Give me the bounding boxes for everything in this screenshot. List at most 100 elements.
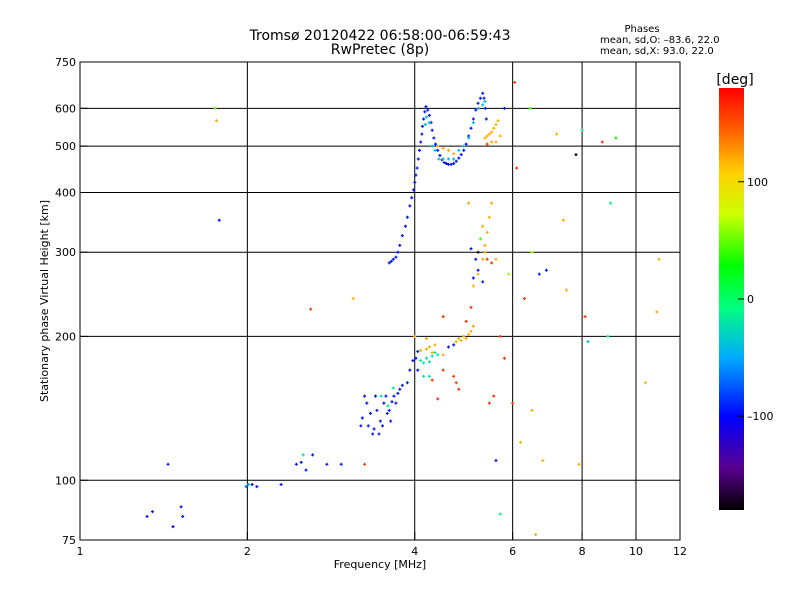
data-point <box>255 485 259 489</box>
data-point <box>583 315 587 319</box>
data-point <box>366 424 370 428</box>
data-point <box>459 339 463 343</box>
data-point <box>441 315 445 319</box>
data-point <box>478 96 482 100</box>
data-point <box>586 340 590 344</box>
data-point <box>416 157 420 161</box>
data-point <box>471 276 475 280</box>
data-point <box>379 394 383 398</box>
data-point <box>462 334 466 338</box>
data-point <box>555 132 559 136</box>
data-point <box>244 485 248 489</box>
data-point <box>414 173 418 177</box>
data-point <box>580 128 584 132</box>
data-point <box>441 146 445 150</box>
data-point <box>433 351 437 355</box>
data-point <box>464 336 468 340</box>
data-point <box>415 166 419 170</box>
data-point <box>363 394 367 398</box>
data-point <box>498 512 502 516</box>
data-point <box>481 280 485 284</box>
data-points <box>145 80 661 537</box>
data-point <box>457 156 461 160</box>
y-tick-label: 300 <box>55 246 76 259</box>
data-point <box>476 106 480 110</box>
data-point <box>427 113 431 117</box>
y-axis-ticks: 75 100 200 300 400 500 600 750 <box>55 56 88 547</box>
data-point <box>389 419 393 423</box>
data-point <box>247 482 251 486</box>
data-point <box>430 144 434 148</box>
data-point <box>498 134 502 138</box>
data-point <box>416 349 420 353</box>
data-point <box>360 416 364 420</box>
data-point <box>469 305 473 309</box>
data-point <box>511 401 515 405</box>
data-point <box>309 307 313 311</box>
data-point <box>490 201 494 205</box>
data-point <box>150 510 154 514</box>
data-point <box>400 234 404 238</box>
data-point <box>530 250 534 254</box>
x-tick-label: 6 <box>509 545 516 558</box>
data-point <box>469 126 473 130</box>
data-point <box>412 188 416 192</box>
x-tick-label: 1 <box>77 545 84 558</box>
data-point <box>494 123 498 127</box>
data-point <box>436 144 440 148</box>
data-point <box>467 332 471 336</box>
data-point <box>476 101 480 105</box>
data-point <box>430 378 434 382</box>
data-point <box>424 105 428 109</box>
data-point <box>436 353 440 357</box>
colorbar-ticks: 100 0 –100 <box>738 176 774 423</box>
data-point <box>452 161 456 165</box>
data-point <box>574 153 578 157</box>
data-point <box>441 368 445 372</box>
data-point <box>482 96 486 100</box>
data-point <box>432 136 436 140</box>
data-point <box>438 154 442 158</box>
data-point <box>476 272 480 276</box>
data-point <box>490 140 494 144</box>
data-point <box>375 408 379 412</box>
data-point <box>385 411 389 415</box>
data-point <box>422 117 426 121</box>
data-point <box>457 387 461 391</box>
data-point <box>405 215 409 219</box>
data-point <box>609 201 613 205</box>
data-point <box>434 142 438 146</box>
grid-lines <box>80 62 680 540</box>
x-tick-label: 2 <box>244 545 251 558</box>
data-point <box>452 157 456 161</box>
data-point <box>481 257 485 261</box>
data-point <box>469 329 473 333</box>
data-point <box>446 148 450 152</box>
data-point <box>474 257 478 261</box>
data-point <box>425 336 429 340</box>
phases-title: Phases <box>624 24 659 35</box>
data-point <box>487 132 491 136</box>
data-point <box>433 148 437 152</box>
data-point <box>426 108 430 112</box>
data-point <box>485 257 489 261</box>
data-point <box>217 218 221 222</box>
data-point <box>423 110 427 114</box>
data-point <box>214 119 218 123</box>
data-point <box>294 462 298 466</box>
data-point <box>419 359 423 363</box>
data-point <box>279 482 283 486</box>
data-point <box>481 91 485 95</box>
data-point <box>373 394 377 398</box>
data-point <box>502 106 506 110</box>
data-point <box>405 381 409 385</box>
data-point <box>442 161 446 165</box>
data-point <box>301 453 305 457</box>
data-point <box>452 152 456 156</box>
data-point <box>378 419 382 423</box>
data-point <box>457 336 461 340</box>
data-point <box>519 440 523 444</box>
data-point <box>213 106 217 110</box>
data-point <box>643 381 647 385</box>
